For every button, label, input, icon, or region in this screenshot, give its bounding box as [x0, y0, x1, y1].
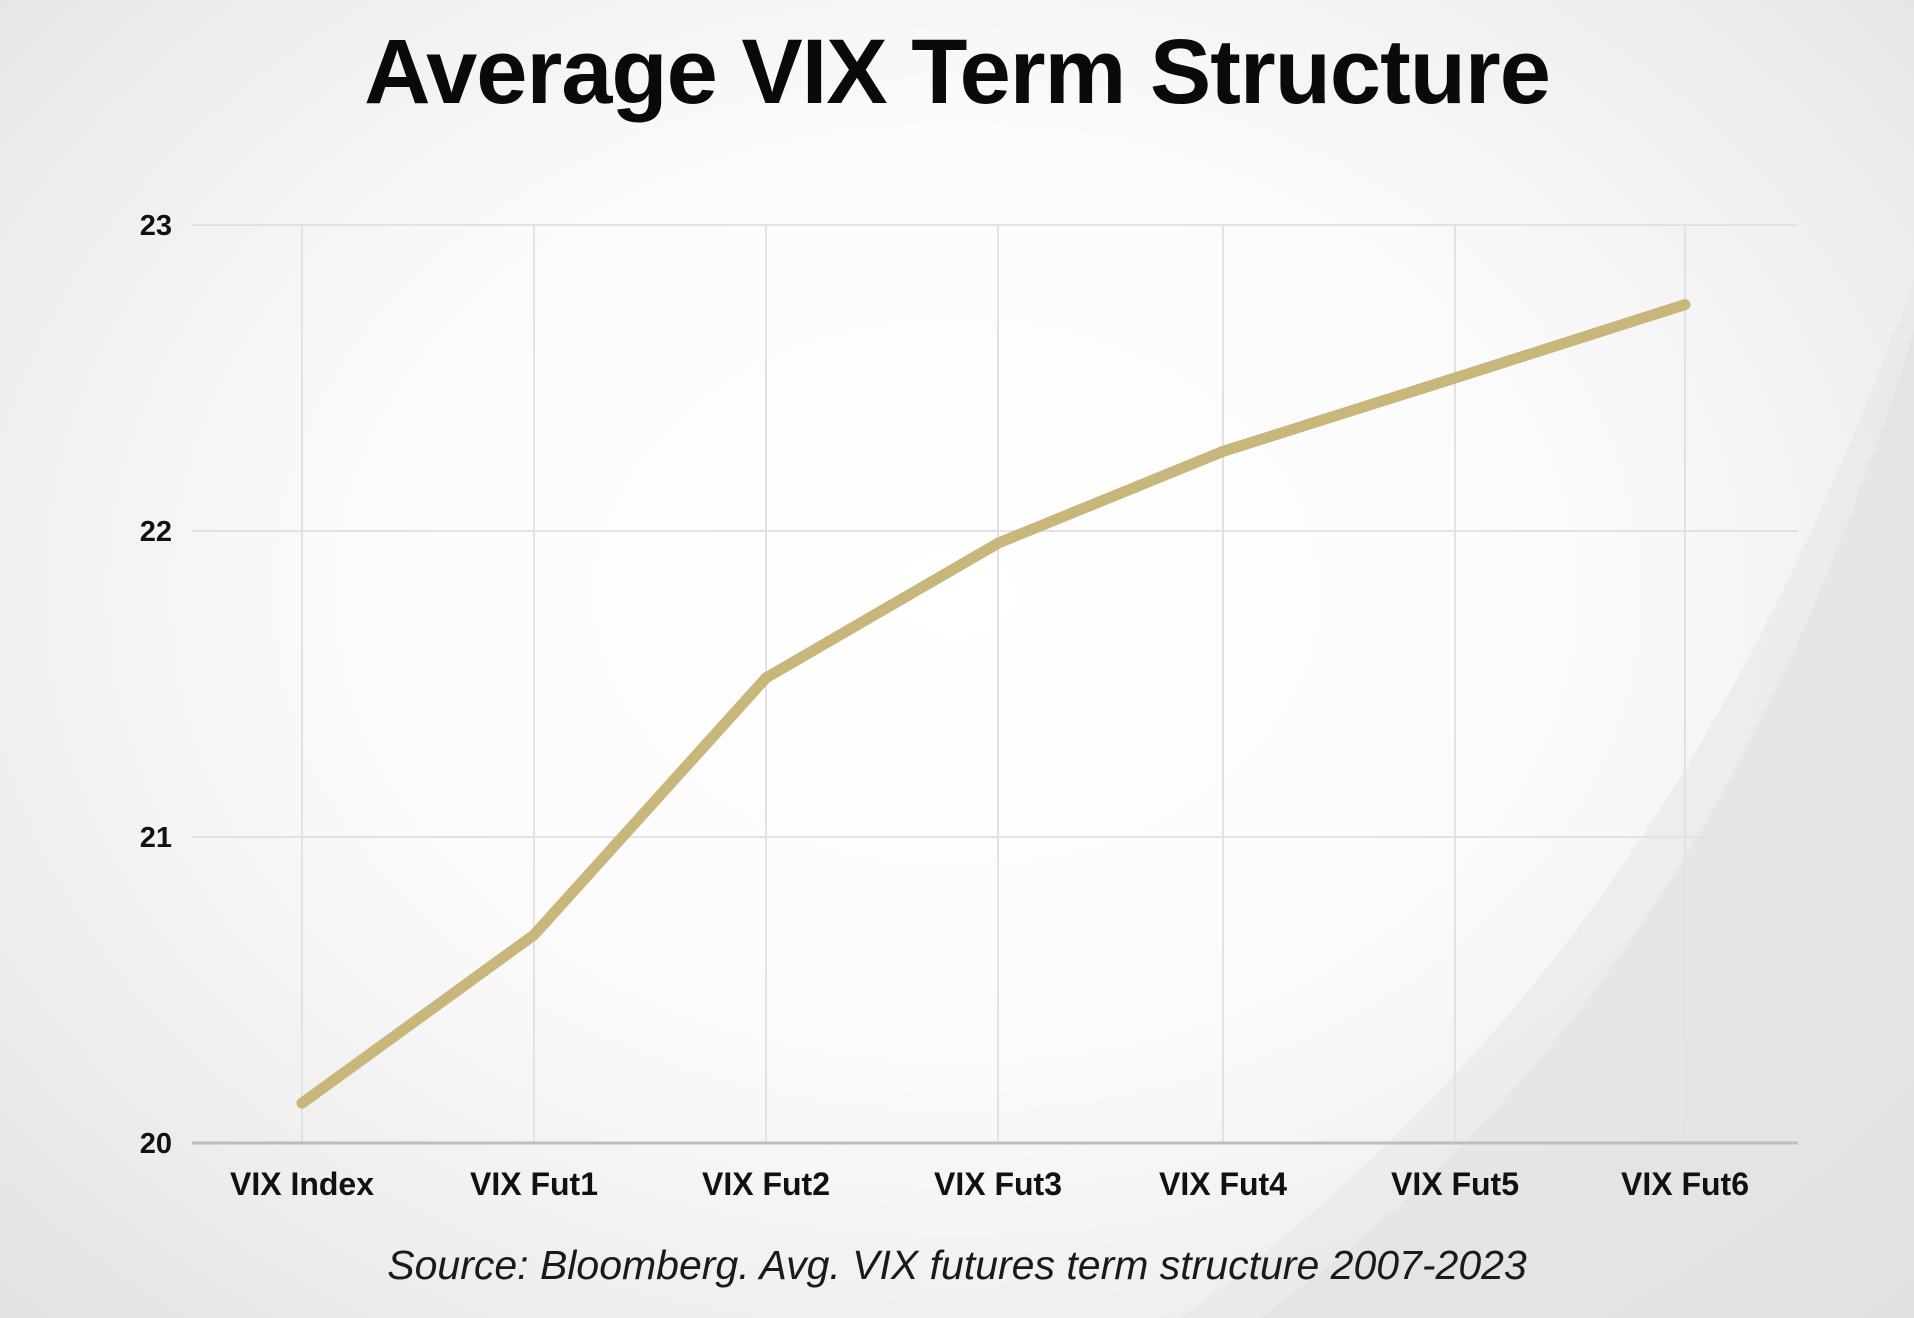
y-tick-label: 21: [140, 822, 172, 854]
x-tick-label: VIX Index: [230, 1166, 374, 1202]
x-tick-label: VIX Fut3: [934, 1166, 1062, 1202]
x-tick-label: VIX Fut2: [702, 1166, 830, 1202]
y-tick-label: 20: [140, 1128, 172, 1160]
x-tick-label: VIX Fut5: [1391, 1166, 1519, 1202]
y-axis-ticks: 20 21 22 23: [140, 210, 172, 1160]
series-line: [296, 299, 1691, 1109]
x-tick-label: VIX Fut6: [1621, 1166, 1749, 1202]
y-tick-label: 22: [140, 516, 172, 548]
gridlines: [192, 224, 1798, 1143]
series-layer: [296, 299, 1691, 1109]
x-tick-label: VIX Fut4: [1159, 1166, 1287, 1202]
x-tick-label: VIX Fut1: [470, 1166, 598, 1202]
chart-title: Average VIX Term Structure: [364, 21, 1551, 123]
source-note: Source: Bloomberg. Avg. VIX futures term…: [387, 1242, 1527, 1288]
y-tick-label: 23: [140, 210, 172, 242]
x-axis-ticks: VIX Index VIX Fut1 VIX Fut2 VIX Fut3 VIX Fut…: [230, 1166, 1749, 1202]
